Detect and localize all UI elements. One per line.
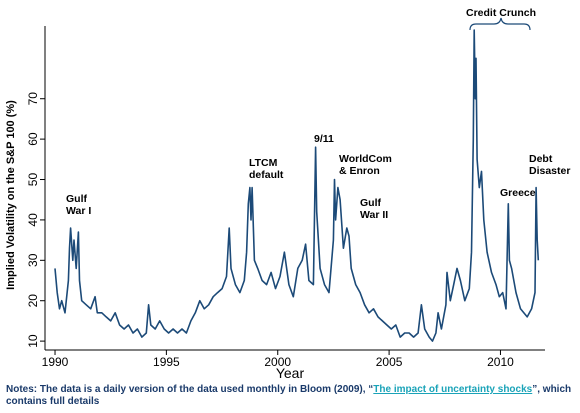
x-axis-label: Year bbox=[276, 365, 305, 381]
annotation: WorldCom bbox=[339, 153, 392, 165]
annotation: Gulf bbox=[66, 193, 87, 205]
annotation: War I bbox=[66, 205, 91, 217]
notes-link[interactable]: The impact of uncertainty shocks bbox=[373, 384, 533, 395]
y-tick-label: 20 bbox=[26, 294, 40, 308]
y-tick-label: 60 bbox=[26, 132, 40, 146]
notes: Notes: The data is a daily version of th… bbox=[6, 384, 576, 408]
y-tick-label: 30 bbox=[26, 253, 40, 267]
annotation: LTCM bbox=[249, 157, 278, 169]
x-tick-label: 2000 bbox=[264, 355, 291, 369]
notes-text: Notes: The data is a daily version of th… bbox=[6, 384, 374, 395]
x-tick-label: 1990 bbox=[42, 355, 69, 369]
annotation: Disaster bbox=[529, 165, 570, 177]
x-tick-label: 2010 bbox=[487, 355, 514, 369]
y-tick-label: 10 bbox=[26, 334, 40, 348]
x-tick-label: 1995 bbox=[153, 355, 180, 369]
y-tick-label: 50 bbox=[26, 173, 40, 187]
bracket bbox=[469, 17, 531, 31]
chart: Year Implied Volatility on the S&P 100 (… bbox=[5, 7, 570, 381]
y-tick-label: 70 bbox=[26, 92, 40, 106]
notes-text: ”, which contains full details bbox=[6, 384, 572, 407]
y-axis-label: Implied Volatility on the S&P 100 (%) bbox=[5, 100, 17, 290]
annotation: Gulf bbox=[360, 197, 381, 209]
line bbox=[54, 29, 540, 342]
annotation: Debt bbox=[529, 153, 553, 165]
annotation: 9/11 bbox=[314, 133, 334, 145]
annotation: Greece bbox=[500, 187, 536, 199]
x-tick-label: 2005 bbox=[376, 355, 403, 369]
annotation: & Enron bbox=[339, 165, 380, 177]
annotation: War II bbox=[360, 209, 388, 221]
annotation: Credit Crunch bbox=[466, 7, 536, 19]
annotation: default bbox=[249, 169, 284, 181]
y-tick-label: 40 bbox=[26, 213, 40, 227]
